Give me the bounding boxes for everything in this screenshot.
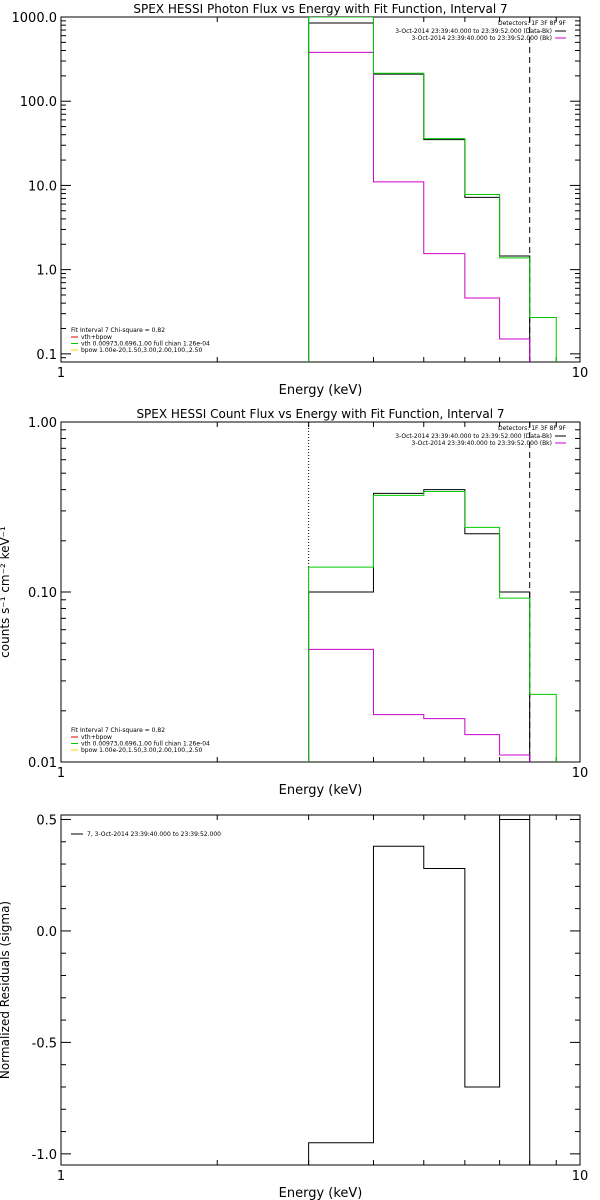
legend-entry: vth 0.00973,0.696,1.00 full chian 1.26e-… [81, 341, 210, 348]
legend-entry: vth+bpow [81, 734, 112, 741]
plot-panel-1: SPEX HESSI Photon Flux vs Energy with Fi… [12, 2, 589, 398]
legend-detectors-header: Detectors: 1F 3F 8F 9F [498, 20, 567, 27]
y-tick-label: 0.0 [36, 925, 57, 940]
y-axis-label: counts s⁻¹ cm⁻² keV⁻¹ [0, 526, 12, 658]
x-tick-label: 10 [572, 366, 589, 381]
series-fit-histogram [308, 491, 557, 762]
plot-title: SPEX HESSI Photon Flux vs Energy with Fi… [133, 2, 507, 16]
series-fit-histogram [308, 17, 557, 362]
legend-entry: 3-Oct-2014 23:39:40.000 to 23:39:52.000 … [395, 28, 552, 35]
legend-entry: 7, 3-Oct-2014 23:39:40.000 to 23:39:52.0… [87, 831, 221, 838]
plot-panel-3: 1 10 -1.0 -0.5 0.0 0.5 Energy (keV) Normalized … [0, 813, 588, 1200]
legend-entry: 3-Oct-2014 23:39:40.000 to 23:39:52.000 … [412, 35, 553, 42]
y-tick-label: 0.01 [28, 756, 57, 771]
x-tick-label: 1 [57, 366, 65, 381]
y-tick-label: 100.0 [20, 95, 57, 110]
plot-frame [60, 16, 581, 363]
y-tick-label: 1.00 [28, 416, 57, 431]
series-bk-histogram [308, 51, 531, 362]
legend-entry: 3-Oct-2014 23:39:40.000 to 23:39:52.000 … [395, 433, 552, 440]
plot-frame [60, 814, 581, 1166]
x-tick-label: 1 [57, 766, 65, 781]
y-axis-label: Normalized Residuals (sigma) [0, 901, 12, 1079]
legend-detectors-header: Detectors: 1F 3F 8F 9F [498, 425, 567, 432]
legend-entry: vth+bpow [81, 334, 112, 341]
y-tick-label: 0.5 [36, 813, 57, 828]
y-tick-label: 0.10 [28, 586, 57, 601]
data-area [308, 818, 531, 1165]
y-tick-label: -1.0 [32, 1148, 57, 1163]
plot-title: SPEX HESSI Count Flux vs Energy with Fit… [136, 407, 504, 421]
y-tick-label: 1.0 [36, 264, 57, 279]
y-tick-label: 0.1 [36, 348, 57, 363]
x-tick-label: 1 [57, 1169, 65, 1184]
legend-fit-header: Fit Interval 7 Chi-square = 0.82 [71, 327, 165, 334]
legend-fit-header: Fit Interval 7 Chi-square = 0.82 [71, 727, 165, 734]
plot-panel-2: SPEX HESSI Count Flux vs Energy with Fit… [0, 407, 588, 798]
y-tick-label: 10.0 [28, 179, 57, 194]
legend-entry: bpow 1.00e-20,1.50,3.00,2.00,100.,2.50 [81, 747, 202, 754]
series-bk-histogram [308, 648, 531, 762]
data-area [308, 422, 557, 762]
x-axis-label: Energy (keV) [279, 383, 363, 398]
series-data-histogram [308, 22, 531, 362]
x-axis-label: Energy (keV) [279, 783, 363, 798]
series-data-histogram [308, 818, 531, 1165]
legend-entry: bpow 1.00e-20,1.50,3.00,2.00,100.,2.50 [81, 347, 202, 354]
legend-entry: 3-Oct-2014 23:39:40.000 to 23:39:52.000 … [412, 440, 553, 447]
series-data-histogram [308, 489, 531, 762]
legend-entry: vth 0.00973,0.696,1.00 full chian 1.26e-… [81, 741, 210, 748]
x-tick-label: 10 [572, 766, 589, 781]
y-tick-label: -0.5 [32, 1036, 57, 1051]
x-tick-label: 10 [572, 1169, 589, 1184]
y-tick-label: 1000.0 [12, 11, 58, 26]
x-axis-label: Energy (keV) [279, 1186, 363, 1200]
data-area [308, 17, 557, 362]
